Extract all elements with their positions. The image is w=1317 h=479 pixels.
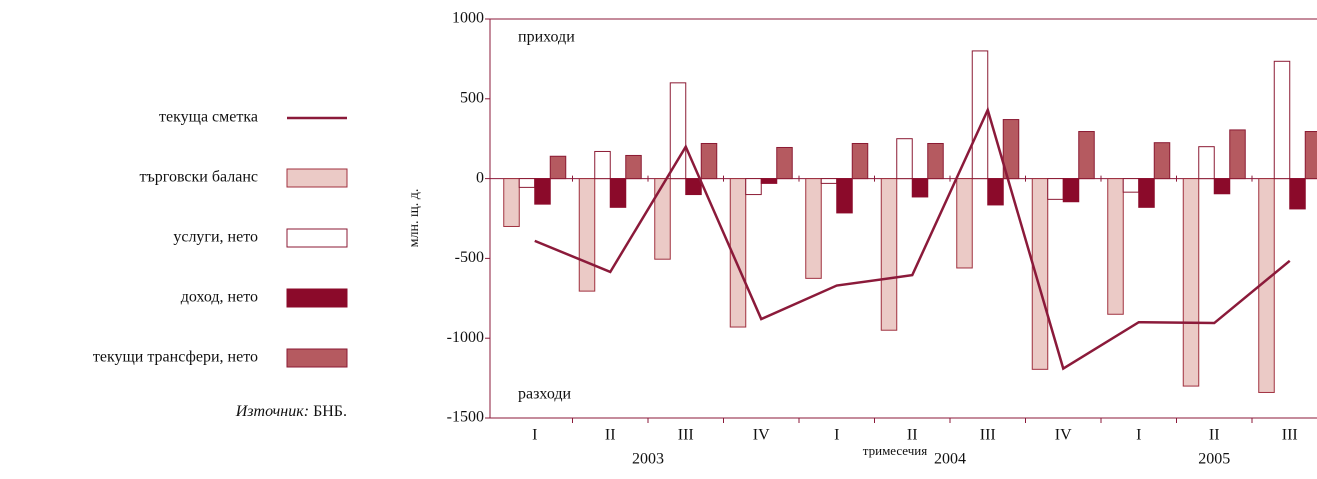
bar — [518, 178, 536, 188]
source-value: БНБ. — [313, 403, 347, 420]
bar — [971, 50, 989, 180]
bar — [1213, 178, 1231, 195]
x-tick-label: I — [532, 427, 537, 444]
bar — [760, 178, 778, 184]
y-tick-label: -1500 — [447, 409, 484, 426]
y-axis-label: млн. щ. д. — [407, 189, 422, 248]
bar — [1138, 178, 1155, 208]
bar — [956, 178, 973, 269]
bar — [729, 178, 747, 328]
bar — [1229, 129, 1246, 180]
x-tick-label: II — [605, 427, 616, 444]
annotation: разходи — [518, 386, 571, 403]
legend-swatch — [286, 168, 348, 188]
bar — [1289, 178, 1306, 210]
bar — [594, 150, 611, 180]
legend-swatch — [286, 348, 348, 368]
bar — [820, 178, 838, 184]
bar — [503, 178, 520, 227]
legend-swatch — [286, 288, 348, 308]
legend-label: текущи трансфери, нето — [93, 349, 258, 366]
y-tick-label: -1000 — [447, 329, 484, 346]
bar — [654, 178, 671, 260]
bar — [987, 178, 1004, 206]
bar — [927, 142, 944, 180]
y-tick-label: -500 — [455, 249, 484, 266]
x-tick-label: III — [980, 427, 996, 444]
bar — [911, 178, 929, 198]
x-tick-label: I — [1136, 427, 1141, 444]
legend-label: доход, нето — [181, 289, 258, 306]
legend-label: текуща сметка — [159, 109, 258, 126]
bar — [1122, 178, 1140, 193]
x-tick-label: IV — [1055, 427, 1072, 444]
bar — [1153, 142, 1171, 180]
bar — [1078, 131, 1095, 180]
bar — [1182, 178, 1200, 387]
bar — [578, 178, 596, 292]
bar — [745, 178, 762, 196]
x-tick-label: III — [678, 427, 694, 444]
source: Източник: БНБ. — [235, 403, 347, 420]
y-tick-label: 500 — [460, 89, 484, 106]
bar — [896, 138, 913, 180]
bar — [1062, 178, 1080, 203]
bar — [1107, 178, 1124, 315]
x-tick-label: II — [1209, 427, 1220, 444]
x-tick-label: IV — [753, 427, 770, 444]
bar — [549, 155, 567, 180]
bar — [1304, 131, 1317, 180]
bar — [1002, 119, 1020, 180]
bar — [851, 142, 869, 180]
y-tick-label: 0 — [476, 169, 484, 186]
bar — [685, 178, 702, 196]
bar — [776, 146, 793, 180]
bar — [1198, 146, 1215, 180]
bar — [669, 82, 687, 180]
year-label: 2005 — [1198, 451, 1230, 468]
line — [534, 106, 1291, 371]
bar — [880, 178, 898, 331]
x-tick-label: II — [907, 427, 918, 444]
bar — [1047, 178, 1064, 200]
bar — [1031, 178, 1049, 370]
bar — [625, 154, 642, 180]
bar — [534, 178, 551, 205]
bar — [609, 178, 627, 208]
year-label: 2004 — [934, 451, 966, 468]
source-label: Източник: — [235, 403, 309, 420]
y-tick-label: 1000 — [452, 10, 484, 27]
bar — [700, 142, 718, 180]
bar — [805, 178, 822, 279]
bar — [1273, 60, 1291, 180]
legend-label: услуги, нето — [173, 229, 258, 246]
x-tick-label: III — [1282, 427, 1298, 444]
x-axis-label: тримесечия — [863, 443, 927, 458]
bar — [836, 178, 853, 214]
legend-label: търговски баланс — [140, 169, 258, 186]
year-label: 2003 — [632, 451, 664, 468]
x-tick-label: I — [834, 427, 839, 444]
annotation: приходи — [518, 29, 575, 46]
legend-swatch — [286, 228, 348, 248]
